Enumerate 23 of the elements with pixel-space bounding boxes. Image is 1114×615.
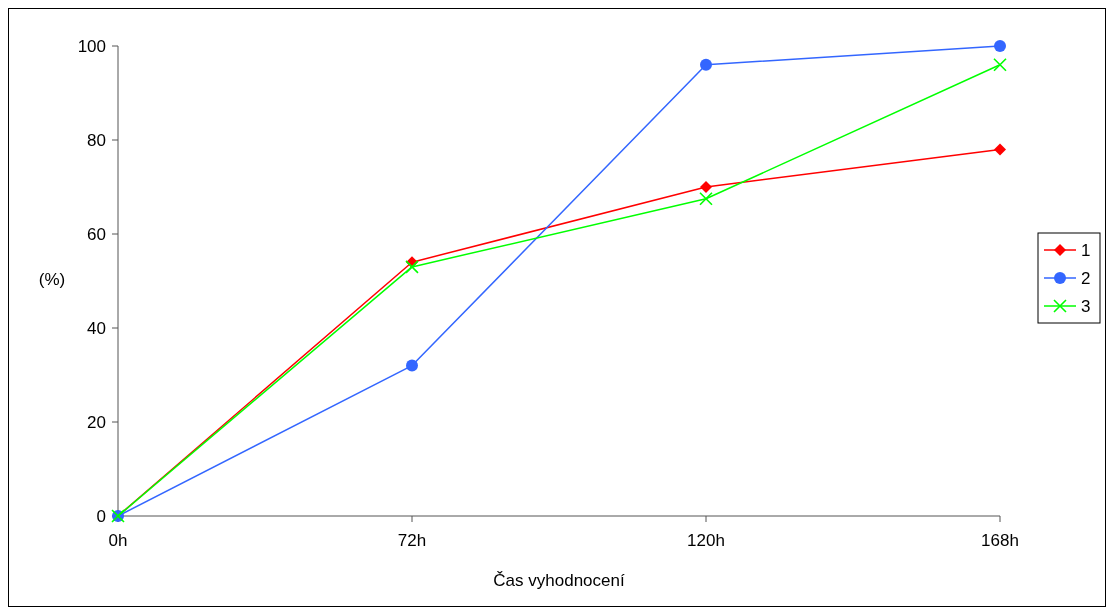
point xyxy=(994,40,1006,52)
x-tick-label: 120h xyxy=(687,531,725,550)
point xyxy=(994,143,1006,156)
point xyxy=(406,359,418,372)
point xyxy=(405,260,419,274)
point xyxy=(700,181,712,193)
point xyxy=(993,58,1007,72)
y-tick-label: 80 xyxy=(87,130,106,150)
y-axis-title: (%) xyxy=(38,270,66,289)
point xyxy=(700,58,712,71)
y-tick-label: 40 xyxy=(87,318,106,338)
x-tick-label: 168h xyxy=(981,531,1019,550)
x-axis-title: Čas vyhodnocení xyxy=(493,571,625,590)
x-tick-label: 72h xyxy=(397,531,427,550)
y-tick-label: 20 xyxy=(87,412,106,432)
legend-label: 3 xyxy=(1081,296,1091,316)
legend-label: 1 xyxy=(1081,240,1091,260)
y-tick-label: 0 xyxy=(96,506,106,526)
x-tick-label: 0h xyxy=(108,531,128,550)
point xyxy=(699,191,713,206)
y-tick-label: 60 xyxy=(87,224,106,244)
legend-label: 2 xyxy=(1081,268,1091,288)
y-tick-label: 100 xyxy=(77,36,106,56)
